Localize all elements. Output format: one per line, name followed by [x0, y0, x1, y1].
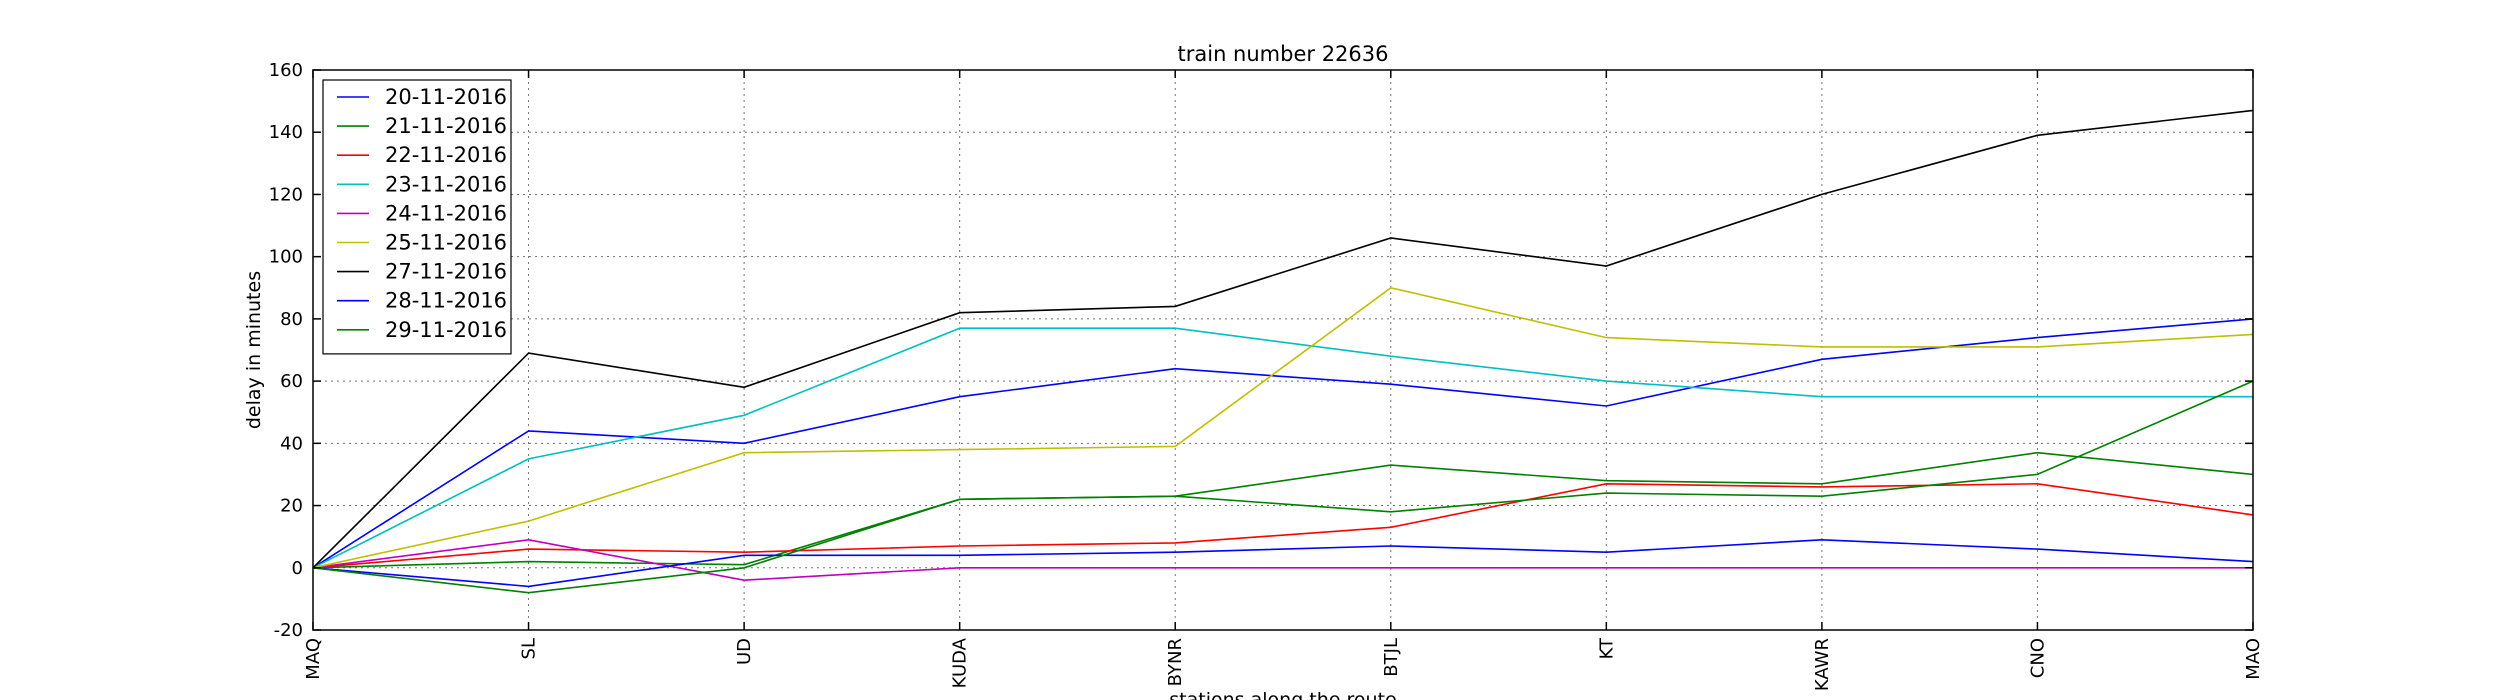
- legend-label: 25-11-2016: [385, 231, 507, 255]
- series-line: [312, 538, 2254, 588]
- x-axis-title: stations along the route: [1169, 689, 1396, 700]
- series-line: [312, 538, 2253, 582]
- x-tick-label: UD: [734, 638, 755, 665]
- legend-label: 29-11-2016: [385, 318, 507, 342]
- y-tick-label: 140: [269, 122, 303, 143]
- y-tick-label: 20: [280, 496, 303, 517]
- legend-label: 22-11-2016: [385, 143, 507, 167]
- y-tick-label: 160: [269, 60, 303, 81]
- legend-label: 21-11-2016: [385, 114, 507, 138]
- legend: 20-11-2016 21-11-2016 22-11-2016 23-11-2016…: [322, 79, 512, 355]
- axis-ticks: [312, 69, 2254, 631]
- x-tick-label: MAO: [2243, 638, 2264, 680]
- x-tick-label: KAWR: [1812, 638, 1833, 691]
- y-tick-label: 100: [269, 247, 303, 268]
- series-line: [312, 286, 2254, 569]
- x-tick-label: MAQ: [303, 638, 324, 680]
- y-axis-title: delay in minutes: [243, 271, 265, 429]
- x-tick-label: CNO: [2027, 638, 2048, 678]
- plot-frame: [312, 69, 2254, 631]
- x-tick-label: SL: [519, 638, 540, 659]
- legend-label: 24-11-2016: [385, 201, 507, 225]
- series-line: [312, 451, 2254, 569]
- x-tick-label: BYNR: [1165, 638, 1186, 686]
- y-tick-label: 40: [280, 433, 303, 454]
- x-tick-labels: MAQ SL UD KUDA BYNR BTJL KT KAWR CNO MAO: [303, 637, 2264, 691]
- y-tick-label: 60: [280, 371, 303, 392]
- legend-items: 20-11-2016 21-11-2016 22-11-2016 23-11-2016…: [337, 85, 507, 342]
- series-line: [312, 109, 2254, 569]
- chart-title: train number 22636: [1178, 42, 1389, 66]
- x-tick-label: KT: [1596, 637, 1617, 659]
- y-tick-label: 0: [292, 558, 303, 579]
- legend-label: 23-11-2016: [385, 172, 507, 196]
- series-lines: [312, 109, 2254, 594]
- y-tick-label: 120: [269, 184, 303, 205]
- y-tick-label: 80: [280, 309, 303, 330]
- y-tick-label: -20: [274, 620, 303, 641]
- legend-label: 20-11-2016: [385, 85, 507, 109]
- legend-label: 28-11-2016: [385, 289, 507, 313]
- y-tick-labels: -20 0 20 40 60 80 100 120 140 160: [269, 60, 303, 641]
- legend-label: 27-11-2016: [385, 260, 507, 284]
- x-tick-label: BTJL: [1381, 638, 1402, 677]
- series-line: [312, 327, 2253, 569]
- x-tick-label: KUDA: [950, 637, 971, 688]
- series-line: [312, 380, 2254, 594]
